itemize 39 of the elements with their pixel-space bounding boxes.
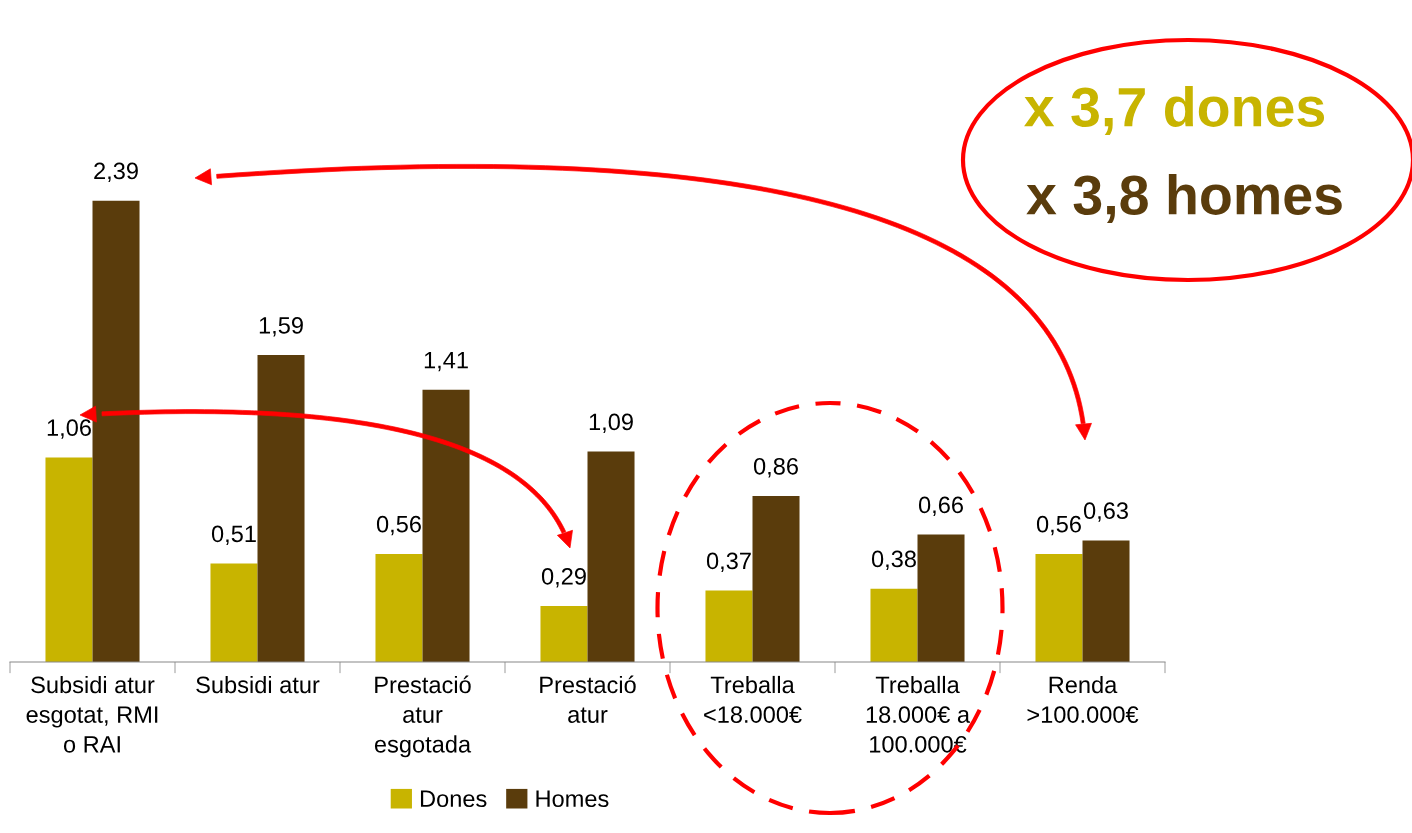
- bar: [587, 451, 635, 662]
- bar: [705, 590, 753, 662]
- bar: [375, 553, 423, 662]
- data-label: 0,29: [541, 567, 586, 588]
- bar: [870, 588, 918, 662]
- bar: [210, 563, 258, 662]
- data-label: 0,86: [753, 457, 798, 478]
- data-label: 0,38: [871, 550, 916, 571]
- x-tick-label: Treballa <18.000€: [704, 675, 802, 723]
- data-label: 1,59: [259, 317, 303, 337]
- data-label: 0,37: [706, 552, 751, 573]
- bar: [257, 355, 305, 662]
- x-tick-label: Prestació atur: [540, 675, 636, 723]
- data-label: 0,66: [918, 496, 963, 517]
- data-label: 2,39: [94, 162, 138, 183]
- data-label: 0,63: [1083, 502, 1128, 522]
- bar: [917, 534, 965, 662]
- bar: [540, 606, 588, 662]
- text: x 3,7 dones: [1024, 86, 1325, 135]
- data-label: 0,56: [1036, 515, 1081, 536]
- legend-label: Homes: [536, 790, 609, 808]
- bar: [422, 389, 470, 662]
- x-tick-label: Treballa 18.000€ a 100.000€: [866, 675, 971, 753]
- bar: [752, 495, 800, 662]
- x-tick-label: Subsidi atur: [196, 675, 320, 694]
- data-label: 1,06: [47, 419, 91, 439]
- x-tick-label: Subsidi atur esgotat, RMI o RAI: [26, 675, 158, 753]
- legend-label: Dones: [420, 790, 487, 808]
- data-label: 1,41: [424, 352, 468, 372]
- data-label: 1,09: [589, 413, 633, 434]
- bar: [1035, 553, 1083, 662]
- bar: [92, 200, 140, 662]
- bar: [1082, 540, 1130, 662]
- x-tick-label: Renda >100.000€: [1027, 675, 1139, 723]
- data-label: 0,51: [211, 525, 256, 546]
- annotation: x 3,8 homes: [1026, 174, 1342, 223]
- x-tick-label: Prestació atur esgotada: [374, 675, 472, 758]
- data-label: 0,56: [376, 515, 421, 536]
- bar: [45, 457, 93, 662]
